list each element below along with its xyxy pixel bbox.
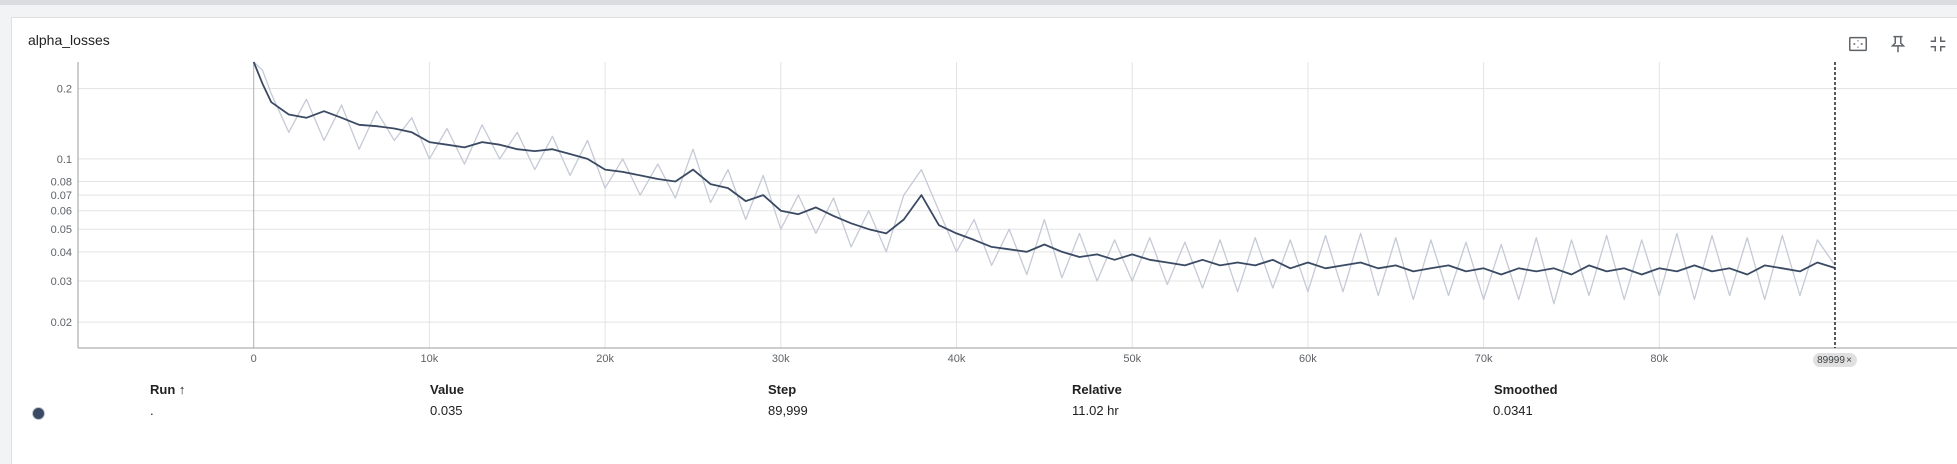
header-relative[interactable]: Relative	[1072, 382, 1122, 397]
row-smoothed: 0.0341	[1493, 403, 1533, 418]
x-tick-label: 40k	[948, 353, 966, 365]
line-chart[interactable]: 0.02 0.03 0.04 0.05 0.06 0.070.08 0.1 0.2 0 10k 20…	[12, 18, 1957, 378]
y-tick-label: 0.2	[57, 84, 72, 96]
step-chip	[1812, 353, 1857, 367]
x-tick-label: 0	[251, 353, 257, 365]
y-tick-label: 0.03	[51, 276, 72, 288]
x-tick-label: 20k	[596, 353, 614, 365]
card-title: alpha_losses	[28, 32, 110, 48]
header-value[interactable]: Value	[430, 382, 464, 397]
y-tick-label: 0.07	[51, 190, 72, 202]
row-step: 89,999	[768, 403, 808, 418]
x-tick-label: 50k	[1123, 353, 1141, 365]
step-chip-close-icon: ×	[1846, 355, 1852, 366]
step-chip-label: 89999	[1817, 355, 1845, 366]
y-tick-label: 0.04	[51, 247, 72, 259]
y-tick-label: 0.1	[57, 154, 72, 166]
top-bar	[0, 0, 1957, 5]
y-tick-label: 0.05	[51, 224, 72, 236]
y-tick-label: 0.06	[51, 206, 72, 218]
collapse-icon	[1930, 36, 1946, 52]
x-tick-label: 80k	[1650, 353, 1668, 365]
collapse-button[interactable]	[1918, 28, 1957, 60]
fit-to-domain-button[interactable]	[1838, 28, 1878, 60]
card-toolbar	[1838, 28, 1957, 60]
row-value: 0.035	[430, 403, 463, 418]
x-tick-label: 60k	[1299, 353, 1317, 365]
smoothed-series-line	[252, 61, 1836, 276]
x-tick-label: 10k	[421, 353, 439, 365]
header-smoothed[interactable]: Smoothed	[1494, 382, 1558, 397]
header-run[interactable]: Run ↑	[150, 382, 186, 397]
header-step[interactable]: Step	[768, 382, 797, 397]
row-run: .	[150, 403, 154, 418]
row-relative: 11.02 hr	[1072, 403, 1119, 418]
run-color-dot	[32, 407, 45, 420]
pin-button[interactable]	[1878, 28, 1918, 60]
scalar-card: alpha_losses 0.02 0.03 0.04 0.05 0.06 0.07 0.0…	[11, 17, 1957, 464]
x-tick-label: 70k	[1475, 353, 1493, 365]
x-tick-label: 30k	[772, 353, 790, 365]
raw-series-line	[253, 61, 1836, 305]
y-tick-label: 0.08	[51, 177, 72, 189]
pin-icon	[1890, 35, 1906, 53]
y-tick-label: 0.02	[51, 317, 72, 329]
fit-to-domain-icon	[1849, 36, 1867, 52]
